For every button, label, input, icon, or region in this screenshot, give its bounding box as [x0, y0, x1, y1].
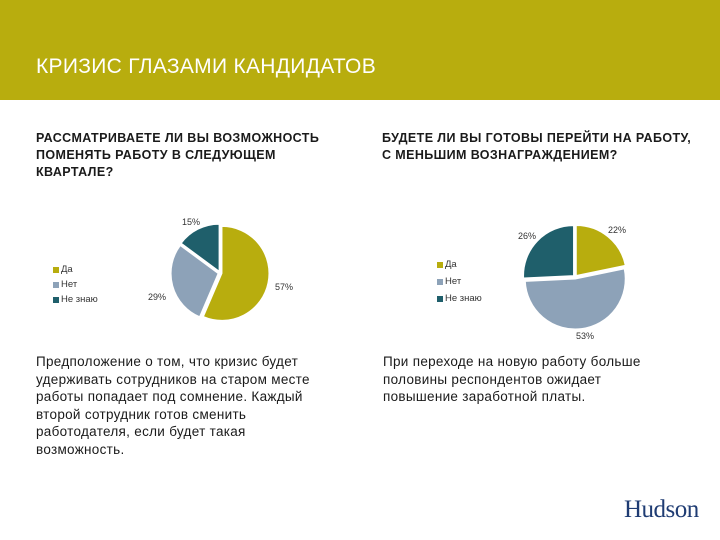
chart1-container: Да Нет Не знаю 57% 29% 15% [0, 200, 360, 350]
page-title: КРИЗИС ГЛАЗАМИ КАНДИДАТОВ [36, 55, 377, 78]
legend-label-no: Нет [61, 279, 78, 290]
legend-swatch-dontknow [437, 295, 443, 302]
chart1-legend-no: Нет [53, 279, 77, 290]
legend-label-no: Нет [445, 276, 462, 287]
legend-label-dontknow: Не знаю [61, 294, 98, 305]
summary-text-right: При переходе на новую работу больше поло… [383, 354, 641, 404]
legend-swatch-yes [53, 266, 59, 273]
chart1-legend-dontknow: Не знаю [53, 294, 98, 305]
chart2-svg [523, 224, 626, 330]
pie1-slice-yes [202, 225, 270, 321]
chart2-label-yes: 22% [608, 225, 627, 235]
chart2-legend-yes: Да [437, 259, 457, 270]
pie2-slice-dontknow [523, 225, 575, 279]
chart1-question: РАССМАТРИВАЕТЕ ЛИ ВЫ ВОЗМОЖНОСТЬ ПОМЕНЯТ… [36, 131, 320, 179]
header-bar: КРИЗИС ГЛАЗАМИ КАНДИДАТОВ [0, 0, 720, 100]
legend-swatch-yes [437, 261, 443, 268]
legend-swatch-no [437, 278, 443, 285]
legend-label-dontknow: Не знаю [445, 293, 482, 304]
legend-label-yes: Да [445, 259, 457, 270]
pie1-slice-dontknow [180, 223, 220, 273]
chart2-legend-no: Нет [437, 276, 461, 287]
chart2-question: БУДЕТЕ ЛИ ВЫ ГОТОВЫ ПЕРЕЙТИ НА РАБОТУ, С… [382, 131, 692, 162]
chart1-pie [170, 223, 270, 321]
chart1-label-dontknow: 15% [182, 217, 201, 227]
chart1-svg [170, 223, 270, 321]
chart2-container: Да Нет Не знаю 22% 53% 26% [360, 200, 720, 350]
chart1-label-no: 29% [148, 292, 167, 302]
chart2-pie [523, 224, 626, 330]
chart2-label-no: 53% [576, 331, 595, 341]
legend-label-yes: Да [61, 264, 73, 275]
pie2-slice-yes [575, 224, 626, 277]
chart1-legend-yes: Да [53, 264, 73, 275]
legend-swatch-no [53, 281, 59, 288]
chart1-label-yes: 57% [275, 282, 294, 292]
chart2-legend-dontknow: Не знаю [437, 293, 482, 304]
pie2-slice-no [524, 268, 626, 330]
legend-swatch-dontknow [53, 296, 59, 303]
chart2-label-dontknow: 26% [518, 231, 537, 241]
hudson-logo: Hudson [624, 496, 699, 523]
summary-text-left: Предположение о том, что кризис будет уд… [36, 354, 310, 457]
pie1-slice-no [170, 244, 219, 318]
